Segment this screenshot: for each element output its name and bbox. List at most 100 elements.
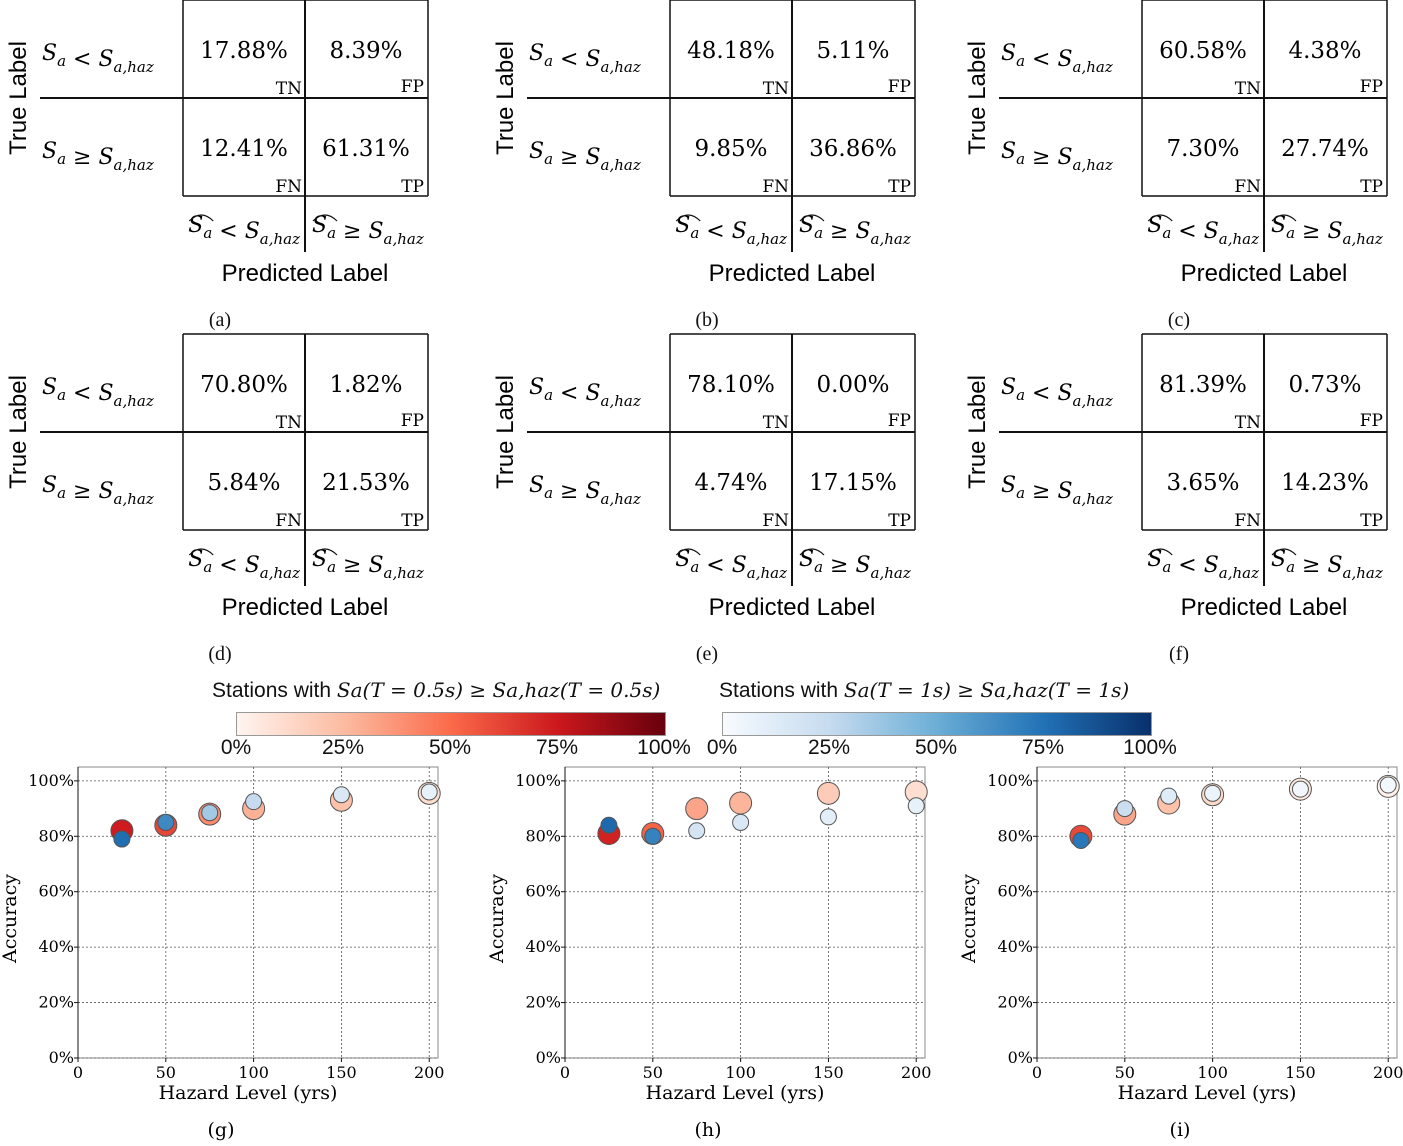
cm-tag-tp: TP	[888, 177, 911, 197]
confusion-matrix-svg: 60.58% TN 4.38% FP 7.30% FN 27.74% TP Sa < Sa,ha…	[964, 0, 1388, 287]
hat-mark	[675, 214, 701, 222]
cm-col-label-right: Sa ≥ Sa,haz	[799, 547, 911, 582]
cm-cell-tn: 70.80%	[200, 372, 288, 398]
hat-mark	[799, 214, 825, 222]
cm-caption: (d)	[208, 643, 232, 665]
cm-row-label-bottom: Sa ≥ Sa,haz	[1001, 139, 1113, 174]
cm-col-label-left: Sa < Sa,haz	[1147, 547, 1259, 582]
colorbar-title: Stations with Sa(T = 0.5s) ≥ Sa,haz(T = …	[212, 678, 660, 703]
hat-mark	[188, 214, 214, 222]
colorbar-tick-label: 25%	[807, 736, 851, 759]
cm-cell-fp: 0.73%	[1288, 372, 1361, 398]
data-point-blues	[1160, 787, 1178, 805]
x-tick-label: 150	[813, 1063, 844, 1082]
cm-col-label-left: Sa < Sa,haz	[1147, 213, 1259, 248]
cm-caption: (f)	[1169, 643, 1189, 665]
x-axis-label: Hazard Level (yrs)	[1118, 1082, 1297, 1104]
cm-cell-tp: 17.15%	[809, 470, 897, 496]
confusion-matrix: 78.10% TN 0.00% FP 4.74% FN 17.15% TP Sa < Sa,ha…	[487, 333, 937, 634]
cm-cell-fp: 1.82%	[329, 372, 402, 398]
data-point-reds	[685, 797, 709, 821]
x-tick-label: 150	[1285, 1063, 1316, 1082]
hat-mark	[799, 548, 825, 556]
cm-caption: (c)	[1167, 309, 1191, 331]
cm-cell-fn: 5.84%	[207, 470, 280, 496]
y-tick-label: 100%	[28, 771, 74, 790]
y-tick-label: 0%	[49, 1048, 74, 1067]
cm-cell-tn: 81.39%	[1159, 372, 1247, 398]
data-point-blues	[688, 822, 706, 840]
cm-caption: (e)	[695, 643, 719, 665]
cm-tag-tn: TN	[1235, 413, 1261, 433]
cm-ylabel: True Label	[492, 375, 519, 489]
cm-col-label-left: Sa < Sa,haz	[675, 213, 787, 248]
y-tick-label: 80%	[997, 826, 1033, 845]
y-tick-label: 60%	[997, 882, 1033, 901]
cm-tag-fn: FN	[275, 511, 302, 531]
scatter-caption: (g)	[208, 1119, 235, 1141]
x-tick-label: 50	[156, 1063, 176, 1082]
cm-col-label-right: Sa ≥ Sa,haz	[312, 213, 424, 248]
y-tick-label: 40%	[525, 937, 561, 956]
cm-tag-fn: FN	[275, 177, 302, 197]
x-tick-label: 200	[1373, 1063, 1403, 1082]
colorbar-title-math: Sa(T = 1s) ≥ Sa,haz(T = 1s)	[843, 678, 1130, 702]
y-tick-label: 40%	[997, 937, 1033, 956]
data-point-blues	[245, 793, 263, 811]
colorbar-tick-label: 50%	[914, 736, 958, 759]
cm-cell-fp: 8.39%	[329, 38, 402, 64]
cm-tag-fn: FN	[1234, 177, 1261, 197]
x-axis-label: Hazard Level (yrs)	[159, 1082, 338, 1104]
cm-cell-fn: 12.41%	[200, 136, 288, 162]
cm-cell-fn: 4.74%	[694, 470, 767, 496]
data-point-blues	[1379, 776, 1397, 794]
cm-tag-fp: FP	[401, 77, 424, 97]
confusion-matrix-svg: 70.80% TN 1.82% FP 5.84% FN 21.53% TP Sa < Sa,ha…	[5, 333, 429, 621]
cm-cell-tn: 17.88%	[200, 38, 288, 64]
y-tick-label: 80%	[38, 826, 74, 845]
y-tick-label: 80%	[525, 826, 561, 845]
colorbar-title-prefix: Stations with	[212, 679, 337, 702]
x-tick-label: 0	[560, 1063, 570, 1082]
data-point-blues	[201, 804, 219, 822]
cm-tag-tn: TN	[763, 413, 789, 433]
data-point-blues	[1072, 831, 1090, 849]
cm-tag-tn: TN	[763, 79, 789, 99]
colorbar-tick-label: 100%	[637, 736, 691, 759]
cm-tag-tp: TP	[401, 177, 424, 197]
cm-tag-tn: TN	[1235, 79, 1261, 99]
colorbar-title: Stations with Sa(T = 1s) ≥ Sa,haz(T = 1s…	[719, 678, 1129, 703]
cm-cell-tn: 60.58%	[1159, 38, 1247, 64]
colorbar-tick-label: 25%	[321, 736, 365, 759]
cm-tag-fn: FN	[762, 511, 789, 531]
data-point-blues	[732, 813, 750, 831]
scatter-chart: 0% 20% 40% 60% 80% 100% 0 50 100 150 200 Hazard Lev…	[958, 760, 1403, 1141]
cm-row-label-top: Sa < Sa,haz	[529, 41, 641, 76]
cm-ylabel: True Label	[5, 375, 32, 489]
colorbar-gradient	[722, 712, 1152, 736]
cm-col-label-right: Sa ≥ Sa,haz	[1271, 213, 1383, 248]
x-tick-label: 150	[326, 1063, 357, 1082]
hat-mark	[1147, 548, 1173, 556]
data-point-blues	[157, 813, 175, 831]
y-axis-label: Accuracy	[486, 874, 508, 964]
confusion-matrix: 60.58% TN 4.38% FP 7.30% FN 27.74% TP Sa < Sa,ha…	[959, 0, 1403, 300]
cm-row-label-top: Sa < Sa,haz	[42, 375, 154, 410]
hat-mark	[312, 214, 338, 222]
scatter-caption: (h)	[694, 1119, 721, 1141]
y-tick-label: 0%	[1008, 1048, 1033, 1067]
scatter-svg: 0% 20% 40% 60% 80% 100% 0 50 100 150 200 Hazard Lev…	[0, 766, 444, 1141]
x-tick-label: 100	[1197, 1063, 1228, 1082]
cm-row-label-top: Sa < Sa,haz	[529, 375, 641, 410]
cm-tag-fp: FP	[401, 411, 424, 431]
colorbar-tick-label: 50%	[428, 736, 472, 759]
cm-tag-tp: TP	[1360, 177, 1383, 197]
cm-row-label-bottom: Sa ≥ Sa,haz	[1001, 473, 1113, 508]
cm-ylabel: True Label	[964, 41, 991, 155]
cm-ylabel: True Label	[5, 41, 32, 155]
cm-ylabel: True Label	[492, 41, 519, 155]
confusion-matrix-svg: 78.10% TN 0.00% FP 4.74% FN 17.15% TP Sa < Sa,ha…	[492, 333, 916, 621]
cm-ylabel: True Label	[964, 375, 991, 489]
scatter-svg: 0% 20% 40% 60% 80% 100% 0 50 100 150 200 Hazard Lev…	[486, 766, 931, 1141]
